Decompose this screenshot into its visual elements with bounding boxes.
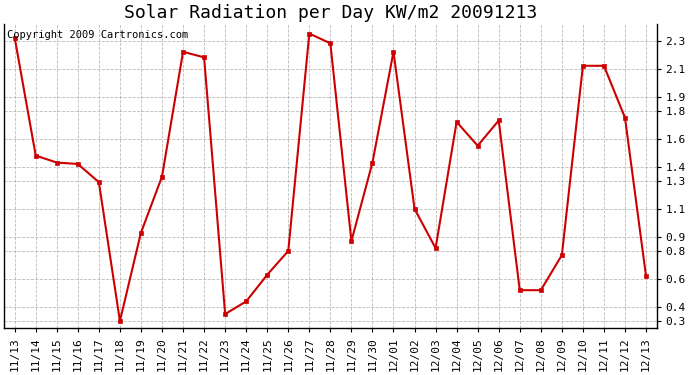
Title: Solar Radiation per Day KW/m2 20091213: Solar Radiation per Day KW/m2 20091213 [124, 4, 537, 22]
Text: Copyright 2009 Cartronics.com: Copyright 2009 Cartronics.com [8, 30, 188, 40]
